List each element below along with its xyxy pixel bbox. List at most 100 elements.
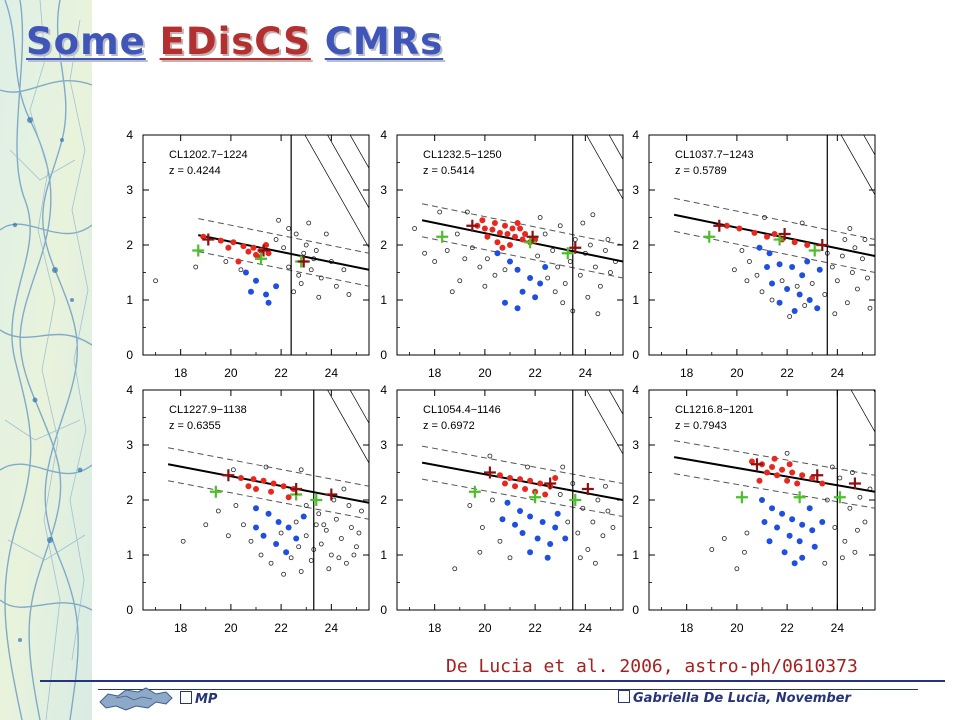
blue-member-point: [796, 291, 803, 298]
blue-member-point: [789, 264, 796, 270]
field-galaxy-point: [241, 522, 246, 528]
red-member-point: [496, 472, 503, 479]
completeness-line: [586, 135, 623, 200]
plot-frame: [142, 134, 370, 356]
y-tick-label: 4: [126, 128, 133, 142]
blue-member-point: [811, 543, 818, 550]
red-member-point: [537, 480, 544, 487]
field-galaxy-point: [590, 519, 596, 525]
red-member-point: [250, 244, 257, 251]
y-tick-label: 1: [380, 293, 387, 307]
y-tick-label: 3: [632, 438, 639, 452]
blue-member-point: [804, 258, 811, 265]
x-tick-label: 24: [579, 621, 593, 635]
field-galaxy-point: [293, 231, 299, 237]
field-galaxy-point: [298, 281, 304, 286]
field-galaxy-point: [852, 549, 858, 555]
field-galaxy-point: [308, 267, 314, 273]
field-galaxy-point: [462, 256, 468, 262]
field-galaxy-point: [502, 267, 508, 273]
field-galaxy-point: [595, 497, 601, 503]
model-darkred-cross: [778, 228, 791, 240]
field-galaxy-point: [449, 289, 455, 295]
field-galaxy-point: [860, 256, 865, 262]
field-galaxy-point: [482, 283, 488, 289]
x-tick-label: 24: [325, 621, 339, 635]
blue-member-point: [263, 291, 270, 298]
field-galaxy-point: [301, 250, 307, 256]
field-galaxy-point: [560, 300, 566, 306]
model-green-cross: [524, 236, 537, 249]
field-galaxy-point: [273, 237, 279, 242]
field-galaxy-point: [850, 470, 855, 475]
cmr-panel-3: CL1037.7−1243 z = 0.5789 18 20 22 24 0 1 2 3 4: [632, 124, 960, 380]
blue-member-point: [537, 280, 544, 287]
completeness-line: [880, 124, 960, 355]
blue-member-point: [300, 513, 307, 520]
field-galaxy-point: [829, 464, 835, 470]
red-member-point: [280, 483, 287, 490]
blue-member-point: [293, 535, 300, 542]
red-member-point: [804, 242, 811, 248]
field-galaxy-point: [356, 530, 362, 536]
cmr-scatter-envelope: [168, 480, 369, 520]
red-member-point: [794, 480, 801, 487]
blue-member-point: [527, 275, 534, 281]
field-galaxy-point: [557, 223, 563, 229]
cmr-scatter-envelope: [422, 445, 623, 484]
y-tick-label: 0: [632, 348, 639, 362]
field-galaxy-point: [349, 525, 354, 530]
field-galaxy-point: [822, 560, 828, 566]
field-galaxy-point: [592, 560, 598, 566]
field-galaxy-point: [550, 248, 556, 253]
field-galaxy-point: [341, 267, 347, 273]
blue-member-point: [532, 294, 539, 301]
cmr-fit-line: [198, 234, 369, 271]
red-member-point: [245, 483, 252, 490]
y-tick-label: 3: [632, 183, 639, 197]
blue-member-point: [273, 283, 280, 290]
blue-member-point: [759, 497, 765, 503]
completeness-line: [586, 390, 623, 455]
field-galaxy-point: [867, 305, 873, 311]
x-tick-label: 18: [174, 366, 188, 380]
cmr-panel-6: CL1216.8−1201 z = 0.7943 18 20 22 24 0 1 2 3 4: [632, 383, 876, 635]
red-member-point: [217, 237, 224, 244]
red-member-point: [786, 461, 793, 468]
blue-member-point: [554, 510, 561, 517]
field-galaxy-point: [535, 253, 541, 259]
y-tick-label: 4: [632, 383, 639, 397]
field-galaxy-point: [555, 264, 561, 270]
red-member-point: [723, 222, 730, 229]
y-tick-label: 3: [126, 438, 133, 452]
field-galaxy-point: [744, 278, 750, 284]
field-galaxy-point: [855, 286, 860, 292]
footer-rule-bottom: [98, 689, 918, 690]
field-galaxy-point: [592, 264, 598, 270]
model-darkred-cross: [544, 477, 557, 490]
field-galaxy-point: [842, 237, 848, 242]
blue-member-point: [514, 305, 521, 312]
field-galaxy-point: [326, 566, 332, 572]
field-galaxy-point: [467, 503, 473, 508]
field-galaxy-point: [303, 242, 309, 248]
field-galaxy-point: [180, 538, 186, 544]
citation-text: De Lucia et al. 2006, astro-ph/0610373: [446, 656, 858, 677]
field-galaxy-point: [865, 275, 870, 281]
red-member-point: [268, 488, 275, 495]
field-galaxy-point: [587, 242, 593, 248]
model-darkred-cross: [290, 483, 303, 495]
blue-member-point: [756, 244, 763, 251]
field-galaxy-point: [223, 259, 229, 264]
x-tick-label: 24: [579, 366, 593, 380]
field-galaxy-point: [258, 552, 264, 558]
cluster-name-label: CL1202.7−1224: [169, 149, 248, 161]
model-green-cross: [468, 485, 481, 498]
plot-area: [421, 390, 623, 610]
red-member-point: [494, 239, 501, 246]
field-galaxy-point: [542, 231, 548, 237]
footer-right-text: Gabriella De Lucia, November: [633, 691, 851, 706]
x-tick-label: 18: [428, 366, 442, 380]
blue-member-point: [786, 532, 793, 539]
blue-member-point: [527, 513, 534, 520]
